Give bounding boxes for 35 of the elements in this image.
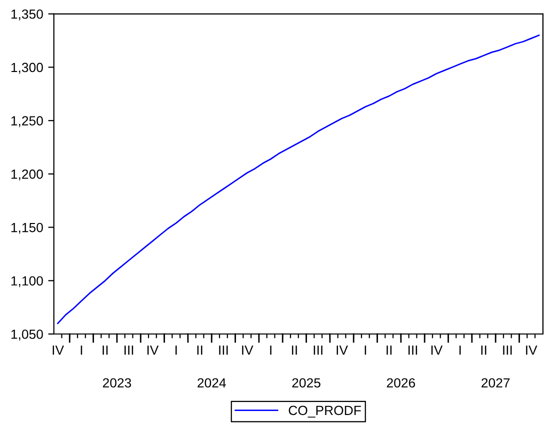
x-tick-label: III [408, 346, 418, 355]
text: 2026 [386, 378, 416, 388]
y-tick-label: 1,300 [11, 62, 43, 74]
x-tick-label: III [219, 346, 228, 355]
x-tick-label: IV [52, 346, 64, 355]
x-tick-label: I [176, 346, 177, 355]
x-tick-label: I [459, 346, 461, 355]
x-tick-label: II [386, 346, 392, 355]
y-tick-label: 1,250 [11, 116, 43, 128]
x-tick-label: I [364, 346, 366, 355]
y-tick-label: 1,100 [11, 276, 43, 288]
x-tick-label: IV [526, 346, 538, 355]
y-tick-label: 1,200 [11, 170, 43, 180]
x-tick-label: IV [242, 346, 254, 355]
y-tick-label: 1,350 [11, 9, 43, 20]
x-tick-label: IV [431, 346, 443, 355]
line-series [57, 34, 540, 324]
x-tick-label: II [292, 346, 297, 355]
x-tick-label: III [124, 346, 134, 355]
text: 2024 [198, 378, 226, 388]
text: 2027 [482, 378, 510, 388]
x-tick-label: III [503, 346, 512, 355]
text: 2025 [292, 378, 320, 388]
x-tick-label: II [481, 346, 486, 355]
x-tick-label: IV [147, 346, 159, 355]
legend-label: CO_PRODF [288, 406, 361, 418]
y-tick-label: 1,050 [11, 330, 43, 340]
x-tick-label: II [102, 346, 108, 355]
x-tick-label: I [80, 346, 82, 355]
text: 2023 [102, 378, 132, 388]
x-tick-label: I [270, 346, 272, 355]
x-tick-label: II [197, 346, 202, 355]
x-tick-label: IV [336, 346, 348, 355]
y-tick-label: 1,150 [11, 222, 43, 234]
x-tick-label: III [314, 346, 322, 355]
